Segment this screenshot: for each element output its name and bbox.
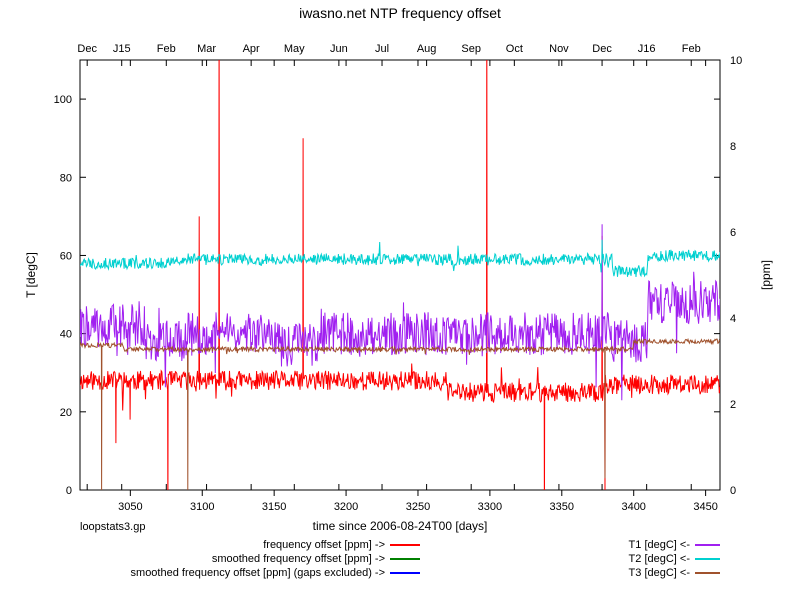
month-label: Nov <box>549 43 569 55</box>
x-tick-label: 3450 <box>693 501 717 513</box>
month-label: J16 <box>638 43 656 55</box>
y-right-tick-label: 0 <box>730 485 736 497</box>
month-label: Jul <box>375 43 389 55</box>
month-label: Jun <box>330 43 348 55</box>
series-purple_t1 <box>80 224 720 400</box>
y-right-tick-label: 6 <box>730 227 736 239</box>
month-label: Oct <box>506 43 523 55</box>
x-tick-label: 3100 <box>190 501 214 513</box>
chart-container: iwasno.net NTP frequency offset Dec J15 Feb… <box>0 0 800 600</box>
series-cyan_t2 <box>80 240 720 277</box>
y-left-tick-label: 0 <box>66 485 72 497</box>
legend-label: frequency offset [ppm] -> <box>263 539 385 551</box>
footer-left-label: loopstats3.gp <box>80 521 145 533</box>
y-right-axis-label: [ppm] <box>759 260 773 290</box>
legend-label: smoothed frequency offset [ppm] -> <box>212 553 385 565</box>
month-label: Feb <box>157 43 176 55</box>
y-right-tick-label: 10 <box>730 55 742 67</box>
month-label: J15 <box>113 43 131 55</box>
x-tick-label: 3400 <box>621 501 645 513</box>
chart-svg: iwasno.net NTP frequency offset Dec J15 Feb… <box>0 0 800 600</box>
series-brown_t3 <box>80 339 720 498</box>
y-left-tick-label: 60 <box>60 250 72 262</box>
legend-label: T1 [degC] <- <box>629 539 691 551</box>
x-tick-label: 3250 <box>406 501 430 513</box>
y-right-tick-label: 4 <box>730 313 736 325</box>
month-label: Feb <box>682 43 701 55</box>
y-left-tick-label: 40 <box>60 329 72 341</box>
y-right-tick-label: 2 <box>730 399 736 411</box>
legend-label: T2 [degC] <- <box>629 553 691 565</box>
legend-label: T3 [degC] <- <box>629 567 691 579</box>
legend-label: smoothed frequency offset [ppm] (gaps ex… <box>131 567 385 579</box>
x-tick-label: 3200 <box>334 501 358 513</box>
month-label: Sep <box>461 43 481 55</box>
series-red_freq <box>80 0 720 529</box>
month-label: Apr <box>243 43 260 55</box>
month-label: Mar <box>197 43 216 55</box>
x-tick-label: 3150 <box>262 501 286 513</box>
month-label: Aug <box>417 43 437 55</box>
month-label: May <box>284 43 305 55</box>
x-tick-label: 3300 <box>478 501 502 513</box>
y-right-tick-label: 8 <box>730 141 736 153</box>
y-left-tick-label: 100 <box>54 94 72 106</box>
y-left-axis-label: T [degC] <box>24 252 38 298</box>
month-label: Dec <box>77 43 97 55</box>
x-tick-label: 3350 <box>550 501 574 513</box>
y-left-tick-label: 80 <box>60 172 72 184</box>
month-label: Dec <box>592 43 612 55</box>
chart-title: iwasno.net NTP frequency offset <box>299 5 501 21</box>
y-left-tick-label: 20 <box>60 407 72 419</box>
x-tick-label: 3050 <box>118 501 142 513</box>
x-axis-label: time since 2006-08-24T00 [days] <box>313 519 488 533</box>
